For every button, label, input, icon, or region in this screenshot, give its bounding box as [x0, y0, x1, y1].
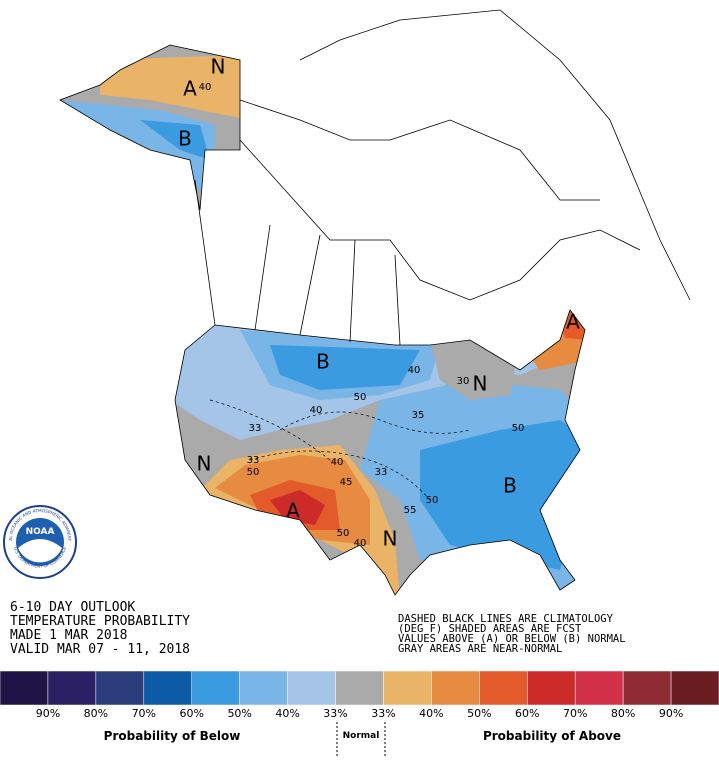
noaa-logo: NOAA NATIONAL OCEANIC AND ATMOSPHERIC AD… — [0, 0, 77, 579]
map-label: A — [566, 310, 580, 334]
legend-swatch — [287, 670, 336, 706]
map-label: 40 — [199, 82, 212, 93]
note-line: DASHED BLACK LINES ARE CLIMATOLOGY — [398, 613, 614, 625]
map-label: 50 — [247, 467, 260, 478]
legend-label: 40% — [275, 707, 299, 720]
legend-above-title: Probability of Above — [483, 729, 621, 743]
map-label: B — [316, 350, 330, 374]
legend-swatch — [670, 670, 719, 706]
legend-swatch — [47, 670, 97, 706]
map-label: 33 — [249, 423, 262, 434]
map-label: 35 — [412, 410, 425, 421]
legend-label: 90% — [36, 707, 60, 720]
header-line: TEMPERATURE PROBABILITY — [10, 614, 190, 629]
legend-label: 40% — [419, 707, 443, 720]
legend-label: 80% — [84, 707, 108, 720]
notes: DASHED BLACK LINES ARE CLIMATOLOGY(DEG F… — [398, 613, 626, 655]
legend-swatch — [622, 670, 672, 706]
legend-swatch — [95, 670, 145, 706]
legend-swatch — [431, 670, 480, 706]
map-label: N — [197, 452, 212, 476]
logo-name: NOAA — [26, 527, 55, 537]
legend-label: 33% — [371, 707, 395, 720]
map-label: 40 — [354, 538, 367, 549]
legend-normal-title: Normal — [343, 731, 380, 741]
legend-label: 33% — [323, 707, 347, 720]
logo-ring-top: NATIONAL OCEANIC AND ATMOSPHERIC ADMINIS… — [0, 0, 72, 542]
note-line: (DEG F) SHADED AREAS ARE FCST — [398, 623, 582, 635]
map-label: 40 — [408, 365, 421, 376]
legend-below-title: Probability of Below — [104, 729, 241, 743]
map-label: B — [503, 474, 517, 498]
map-label: 50 — [354, 392, 367, 403]
map-label: 50 — [512, 423, 525, 434]
header-line: VALID MAR 07 - 11, 2018 — [10, 642, 190, 657]
legend-swatch — [383, 670, 432, 706]
map-label: N — [211, 55, 226, 79]
logo-ring-top-text: NATIONAL OCEANIC AND ATMOSPHERIC ADMINIS… — [0, 0, 72, 542]
legend-swatch — [574, 670, 624, 706]
header-line: 6-10 DAY OUTLOOK — [10, 600, 135, 615]
legend-swatch — [239, 670, 288, 706]
map-label: 45 — [340, 477, 353, 488]
map-label: A — [286, 499, 300, 523]
legend-swatch — [143, 670, 192, 706]
legend-label: 80% — [611, 707, 635, 720]
legend-label: 90% — [659, 707, 683, 720]
note-line: VALUES ABOVE (A) OR BELOW (B) NORMAL — [398, 633, 626, 645]
header-line: MADE 1 MAR 2018 — [10, 628, 127, 643]
map-label: 40 — [331, 457, 344, 468]
legend-label: 70% — [563, 707, 587, 720]
legend-label: 50% — [467, 707, 491, 720]
map-label: 33 — [375, 467, 388, 478]
map-label: A — [183, 77, 197, 101]
note-line: GRAY AREAS ARE NEAR-NORMAL — [398, 643, 562, 655]
legend-label: 50% — [227, 707, 251, 720]
map: A 40 B N B B A A N N N 40 50 40 35 33 50… — [59, 9, 691, 596]
map-label: 30 — [457, 376, 470, 387]
map-label: 50 — [337, 528, 350, 539]
legend-label: 70% — [132, 707, 156, 720]
map-label: 50 — [426, 495, 439, 506]
legend-label: 60% — [515, 707, 539, 720]
legend-swatch — [191, 670, 240, 706]
map-label: B — [178, 127, 192, 151]
map-label: 40 — [310, 405, 323, 416]
legend-swatch — [335, 670, 384, 706]
legend: 90% 80% 70% 60% 50% 40% 33% 33% 40% 50% 60% 70% 80% 9… — [0, 670, 719, 720]
map-label: 33 — [247, 455, 260, 466]
legend-swatch — [0, 670, 49, 706]
legend-label: 60% — [180, 707, 204, 720]
map-label: N — [383, 527, 398, 551]
legend-swatch — [479, 670, 528, 706]
map-label: N — [473, 372, 488, 396]
map-label: 55 — [404, 505, 417, 516]
legend-swatch — [527, 670, 576, 706]
